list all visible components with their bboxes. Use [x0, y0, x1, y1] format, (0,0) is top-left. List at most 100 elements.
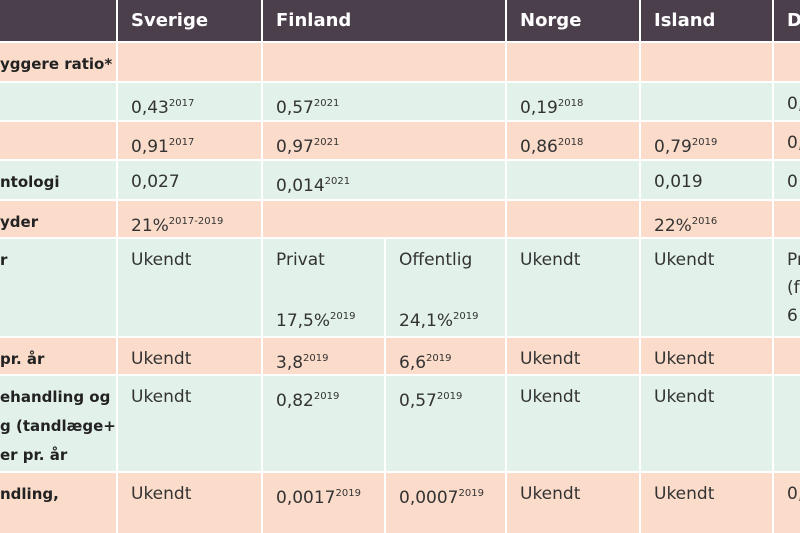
value: Ukendt: [654, 387, 715, 407]
row-bg: [0, 82, 800, 121]
cell: 17,5%2019: [276, 307, 355, 331]
cell-line: (f: [787, 278, 800, 298]
cell: Ukendt: [520, 387, 580, 407]
year: 2019: [691, 137, 718, 148]
value: 21%: [131, 216, 169, 236]
header-cell: D: [787, 10, 800, 31]
value: 0,19: [520, 98, 558, 118]
value: 0,79: [654, 137, 692, 157]
value: 0,43: [131, 98, 169, 118]
row-label: r: [0, 251, 8, 269]
value: 17,5%: [276, 311, 331, 331]
cell: Ukendt: [654, 484, 714, 504]
year: 2017-2019: [168, 216, 224, 227]
value: 0,0017: [276, 488, 336, 508]
row-bg: [0, 42, 800, 82]
value: Ukendt: [131, 387, 192, 407]
row-border: [0, 336, 800, 338]
value: Ukendt: [131, 250, 192, 270]
cell: 24,1%2019: [399, 307, 478, 331]
year: 2019: [453, 311, 479, 322]
value: Ukendt: [131, 349, 192, 369]
value: 6,6: [399, 353, 427, 373]
column-border: [116, 0, 118, 533]
value: Ukendt: [520, 250, 581, 270]
cell: Ukendt: [131, 387, 191, 407]
cell: 0,912017: [131, 133, 194, 157]
year: 2021: [313, 98, 340, 109]
year: 2017: [168, 137, 195, 148]
header-cell: Norge: [520, 10, 582, 31]
cell: 0,0142021: [276, 172, 350, 196]
cell: 0,: [787, 484, 800, 504]
value: 0: [787, 172, 798, 192]
column-border: [384, 0, 386, 238]
cell: 3,82019: [276, 349, 329, 373]
cell: Ukendt: [131, 484, 191, 504]
cell: Ukendt: [520, 484, 580, 504]
value: Ukendt: [131, 484, 192, 504]
cell: Ukendt: [654, 250, 714, 270]
cell: 22%2016: [654, 212, 717, 236]
cell: 0,: [787, 133, 800, 153]
row-label: ntologi: [0, 173, 60, 191]
value: 0,91: [131, 137, 169, 157]
header-cell: Sverige: [131, 10, 209, 31]
cell: 21%2017-2019: [131, 212, 223, 236]
row-bg: [0, 121, 800, 160]
value: 0,97: [276, 137, 314, 157]
year: 2021: [313, 137, 340, 148]
row-bg: [0, 160, 800, 200]
year: 2019: [330, 311, 356, 322]
value: 0,: [787, 133, 800, 153]
header-cell: Island: [654, 10, 716, 31]
cell: 0,972021: [276, 133, 339, 157]
row-bg: [0, 200, 800, 238]
value: 0,: [787, 94, 800, 114]
year: 2018: [557, 137, 584, 148]
cell: Ukendt: [654, 387, 714, 407]
value: 0,86: [520, 137, 558, 157]
cell: 0,792019: [654, 133, 717, 157]
value: 0,: [787, 484, 800, 504]
column-border: [384, 238, 386, 533]
cell: 0,00072019: [399, 484, 484, 508]
cell: 6,62019: [399, 349, 452, 373]
value: 3,8: [276, 353, 304, 373]
year: 2018: [557, 98, 584, 109]
value: 22%: [654, 216, 692, 236]
cell-line: 6: [787, 306, 798, 326]
cell-head: Privat: [276, 250, 325, 270]
cell: Ukendt: [654, 349, 714, 369]
year: 2017: [168, 98, 195, 109]
row-label: er pr. år: [0, 446, 68, 464]
cell: Ukendt: [131, 250, 191, 270]
row-border: [0, 374, 800, 376]
row-label: g (tandlæge+: [0, 417, 116, 435]
row-label: pr. år: [0, 350, 45, 368]
year: 2019: [335, 488, 361, 499]
cell: 0,572021: [276, 94, 339, 118]
cell: 0,192018: [520, 94, 583, 118]
row-bg: [0, 337, 800, 375]
value: 0,0007: [399, 488, 459, 508]
cell-head: Offentlig: [399, 250, 473, 270]
row-border: [0, 120, 800, 122]
column-border: [772, 0, 774, 533]
value: 0,82: [276, 391, 314, 411]
value: 24,1%: [399, 311, 454, 331]
cell: 0,00172019: [276, 484, 361, 508]
row-border: [0, 41, 800, 43]
cell: Ukendt: [520, 349, 580, 369]
value: 0,014: [276, 176, 325, 196]
value: Ukendt: [654, 484, 715, 504]
row-bg: [0, 375, 800, 472]
value: 0,019: [654, 172, 703, 192]
row-border: [0, 81, 800, 83]
cell: 0,822019: [276, 387, 339, 411]
cell: 0,027: [131, 172, 180, 192]
row-bg: [0, 238, 800, 337]
year: 2019: [458, 488, 484, 499]
row-label: ehandling og: [0, 388, 111, 406]
